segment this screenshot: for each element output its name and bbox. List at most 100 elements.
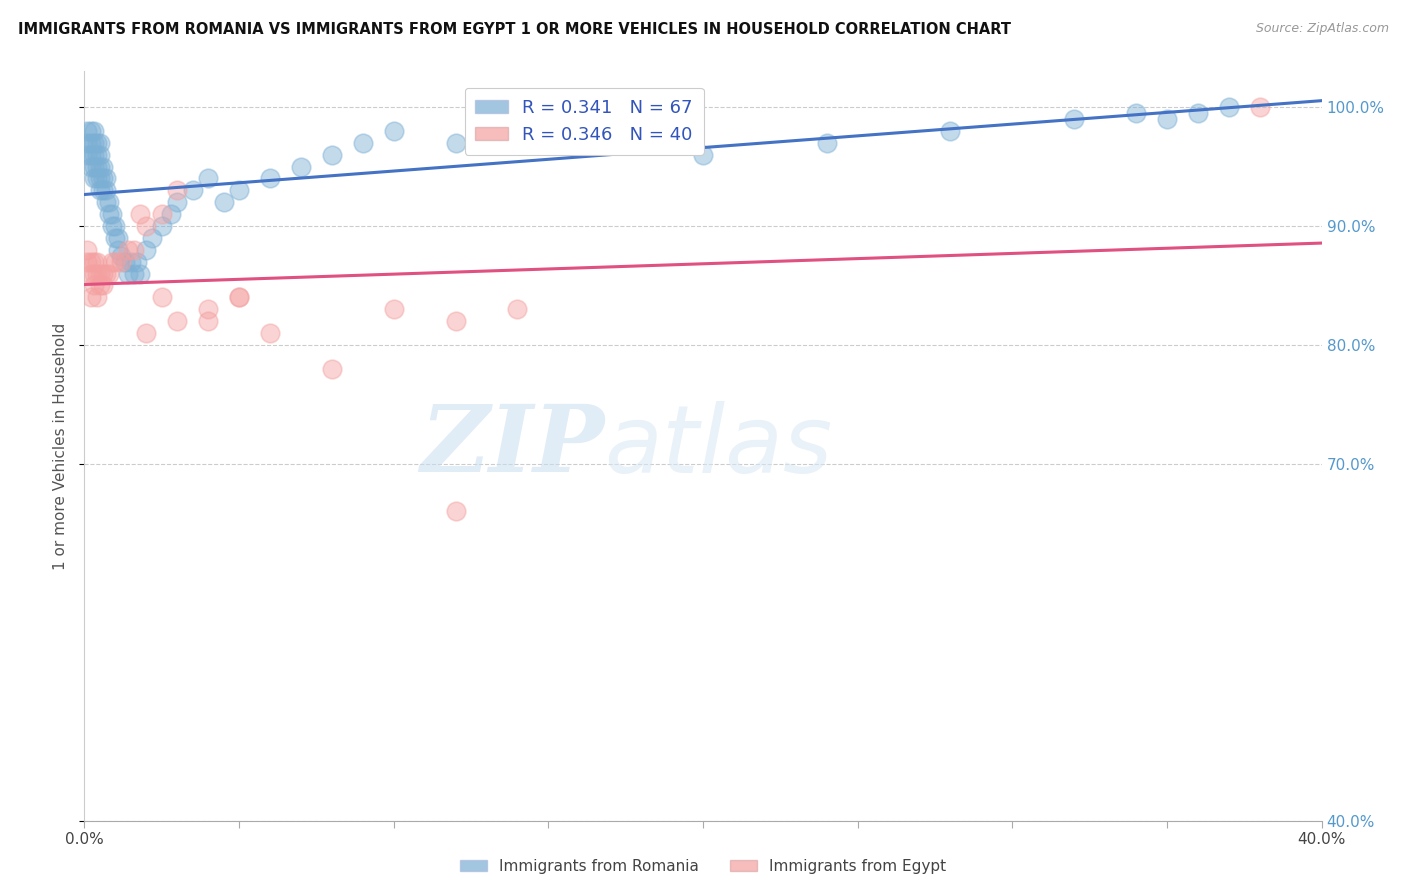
Point xyxy=(83,171,105,186)
Text: atlas: atlas xyxy=(605,401,832,491)
Point xyxy=(76,124,98,138)
Point xyxy=(89,183,111,197)
Point xyxy=(290,160,312,174)
Point xyxy=(76,254,98,268)
Point xyxy=(228,290,250,304)
Point xyxy=(120,254,142,268)
Point xyxy=(89,160,111,174)
Point xyxy=(382,124,405,138)
Point xyxy=(129,267,152,281)
Point xyxy=(197,314,219,328)
Point xyxy=(86,290,108,304)
Point xyxy=(83,254,105,268)
Point xyxy=(83,160,105,174)
Point xyxy=(83,124,105,138)
Point xyxy=(815,136,838,150)
Point xyxy=(197,171,219,186)
Point xyxy=(79,254,101,268)
Point xyxy=(1063,112,1085,126)
Point xyxy=(110,254,132,268)
Point xyxy=(197,302,219,317)
Point xyxy=(79,124,101,138)
Point xyxy=(228,290,250,304)
Point xyxy=(122,267,145,281)
Point xyxy=(939,124,962,138)
Point xyxy=(135,219,157,233)
Point xyxy=(444,504,467,518)
Legend: R = 0.341   N = 67, R = 0.346   N = 40: R = 0.341 N = 67, R = 0.346 N = 40 xyxy=(464,88,703,154)
Point xyxy=(129,207,152,221)
Point xyxy=(117,243,139,257)
Point xyxy=(104,254,127,268)
Point xyxy=(89,267,111,281)
Point xyxy=(79,136,101,150)
Point xyxy=(166,195,188,210)
Point xyxy=(91,171,114,186)
Point xyxy=(94,195,117,210)
Point xyxy=(83,267,105,281)
Point xyxy=(117,267,139,281)
Point xyxy=(86,171,108,186)
Point xyxy=(1125,106,1147,120)
Point xyxy=(98,267,121,281)
Point xyxy=(321,147,343,161)
Point xyxy=(107,231,129,245)
Point xyxy=(114,254,136,268)
Point xyxy=(382,302,405,317)
Point xyxy=(212,195,235,210)
Point xyxy=(352,136,374,150)
Point xyxy=(89,278,111,293)
Point xyxy=(86,160,108,174)
Text: ZIP: ZIP xyxy=(420,401,605,491)
Point xyxy=(692,147,714,161)
Point xyxy=(98,195,121,210)
Point xyxy=(86,254,108,268)
Point xyxy=(107,243,129,257)
Point xyxy=(166,183,188,197)
Point xyxy=(79,160,101,174)
Point xyxy=(568,136,591,150)
Point xyxy=(104,231,127,245)
Point xyxy=(160,207,183,221)
Point xyxy=(86,147,108,161)
Point xyxy=(166,314,188,328)
Point xyxy=(86,267,108,281)
Point xyxy=(76,147,98,161)
Point xyxy=(101,254,124,268)
Point xyxy=(76,136,98,150)
Point xyxy=(83,147,105,161)
Point xyxy=(89,171,111,186)
Point xyxy=(150,219,173,233)
Point xyxy=(94,183,117,197)
Point xyxy=(76,243,98,257)
Point xyxy=(101,219,124,233)
Point xyxy=(150,290,173,304)
Point xyxy=(91,183,114,197)
Point xyxy=(94,267,117,281)
Point xyxy=(228,183,250,197)
Point xyxy=(98,207,121,221)
Point xyxy=(79,290,101,304)
Y-axis label: 1 or more Vehicles in Household: 1 or more Vehicles in Household xyxy=(53,322,69,570)
Point xyxy=(110,249,132,263)
Point xyxy=(91,160,114,174)
Point xyxy=(104,219,127,233)
Point xyxy=(321,361,343,376)
Point xyxy=(86,136,108,150)
Point xyxy=(444,314,467,328)
Point xyxy=(91,278,114,293)
Point xyxy=(122,243,145,257)
Point xyxy=(79,147,101,161)
Point xyxy=(141,231,163,245)
Legend: Immigrants from Romania, Immigrants from Egypt: Immigrants from Romania, Immigrants from… xyxy=(453,853,953,880)
Point xyxy=(83,136,105,150)
Text: Source: ZipAtlas.com: Source: ZipAtlas.com xyxy=(1256,22,1389,36)
Point xyxy=(506,124,529,138)
Point xyxy=(506,302,529,317)
Point xyxy=(1156,112,1178,126)
Point xyxy=(101,207,124,221)
Point xyxy=(181,183,204,197)
Point xyxy=(150,207,173,221)
Point xyxy=(444,136,467,150)
Point xyxy=(1187,106,1209,120)
